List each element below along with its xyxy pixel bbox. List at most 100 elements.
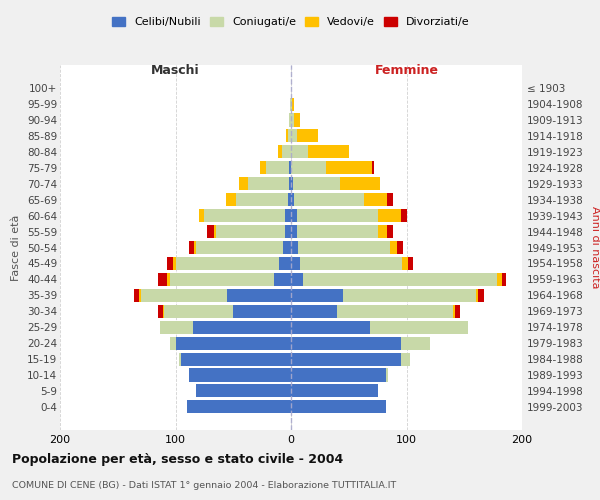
Bar [291, 257, 300, 270]
Bar [297, 225, 377, 238]
Bar [297, 130, 317, 142]
Bar [300, 257, 402, 270]
Bar [377, 209, 401, 222]
Bar [167, 257, 173, 270]
Bar [190, 241, 194, 254]
Bar [291, 146, 308, 158]
Bar [397, 241, 403, 254]
Bar [280, 257, 291, 270]
Bar [401, 336, 430, 349]
Bar [289, 114, 291, 126]
Bar [290, 98, 291, 110]
Bar [407, 257, 413, 270]
Bar [233, 304, 291, 318]
Bar [291, 241, 298, 254]
Bar [227, 289, 291, 302]
Bar [289, 177, 291, 190]
Bar [476, 289, 478, 302]
Bar [291, 289, 343, 302]
Bar [248, 177, 289, 190]
Bar [167, 273, 170, 286]
Bar [274, 273, 291, 286]
Text: Femmine: Femmine [374, 64, 439, 77]
Bar [239, 177, 248, 190]
Y-axis label: Anni di nascita: Anni di nascita [590, 206, 600, 289]
Bar [194, 241, 196, 254]
Bar [139, 289, 141, 302]
Bar [291, 368, 386, 382]
Bar [291, 209, 297, 222]
Bar [260, 162, 266, 174]
Bar [292, 98, 295, 110]
Text: Maschi: Maschi [151, 64, 200, 77]
Bar [291, 320, 370, 334]
Bar [158, 273, 167, 286]
Bar [283, 241, 291, 254]
Bar [193, 320, 291, 334]
Bar [387, 193, 392, 206]
Bar [158, 304, 163, 318]
Bar [391, 241, 397, 254]
Bar [216, 225, 285, 238]
Bar [293, 177, 340, 190]
Bar [160, 320, 193, 334]
Legend: Celibi/Nubili, Coniugati/e, Vedovi/e, Divorziati/e: Celibi/Nubili, Coniugati/e, Vedovi/e, Di… [108, 12, 474, 32]
Bar [377, 225, 387, 238]
Bar [170, 336, 176, 349]
Bar [401, 209, 407, 222]
Bar [370, 320, 468, 334]
Bar [173, 257, 176, 270]
Bar [298, 241, 391, 254]
Bar [291, 98, 292, 110]
Bar [287, 193, 291, 206]
Bar [364, 193, 387, 206]
Bar [196, 241, 283, 254]
Bar [295, 193, 364, 206]
Bar [291, 162, 326, 174]
Bar [214, 225, 216, 238]
Bar [282, 146, 291, 158]
Bar [206, 225, 214, 238]
Bar [291, 336, 401, 349]
Bar [291, 304, 337, 318]
Bar [302, 273, 497, 286]
Y-axis label: Fasce di età: Fasce di età [11, 214, 22, 280]
Bar [291, 273, 302, 286]
Bar [502, 273, 506, 286]
Bar [455, 304, 460, 318]
Bar [226, 193, 236, 206]
Bar [291, 193, 295, 206]
Text: COMUNE DI CENE (BG) - Dati ISTAT 1° gennaio 2004 - Elaborazione TUTTITALIA.IT: COMUNE DI CENE (BG) - Dati ISTAT 1° genn… [12, 480, 396, 490]
Bar [141, 289, 227, 302]
Bar [372, 162, 374, 174]
Bar [453, 304, 455, 318]
Bar [196, 384, 291, 398]
Text: Popolazione per età, sesso e stato civile - 2004: Popolazione per età, sesso e stato civil… [12, 452, 343, 466]
Bar [266, 162, 289, 174]
Bar [291, 114, 295, 126]
Bar [164, 304, 233, 318]
Bar [291, 352, 401, 366]
Bar [387, 225, 392, 238]
Bar [134, 289, 139, 302]
Bar [297, 209, 377, 222]
Bar [287, 130, 291, 142]
Bar [340, 177, 380, 190]
Bar [285, 209, 291, 222]
Bar [236, 193, 287, 206]
Bar [181, 352, 291, 366]
Bar [291, 225, 297, 238]
Bar [386, 368, 388, 382]
Bar [278, 146, 282, 158]
Bar [285, 225, 291, 238]
Bar [187, 400, 291, 413]
Bar [179, 352, 181, 366]
Bar [478, 289, 484, 302]
Bar [205, 209, 285, 222]
Bar [291, 177, 293, 190]
Bar [176, 257, 280, 270]
Bar [286, 130, 287, 142]
Bar [497, 273, 502, 286]
Bar [326, 162, 372, 174]
Bar [163, 304, 164, 318]
